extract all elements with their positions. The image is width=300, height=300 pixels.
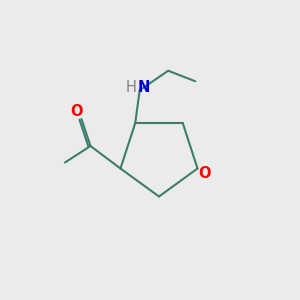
Text: H: H xyxy=(126,80,137,95)
Text: N: N xyxy=(138,80,150,95)
Text: O: O xyxy=(70,104,82,119)
Text: O: O xyxy=(198,166,210,181)
